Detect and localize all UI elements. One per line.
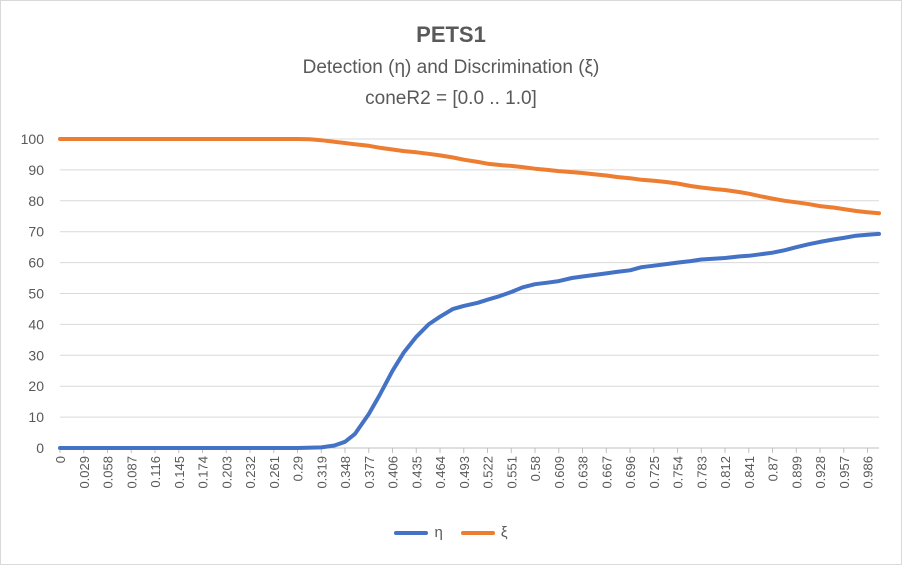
x-tick-label: 0 — [53, 456, 68, 463]
x-tick-label: 0.928 — [813, 456, 828, 489]
y-tick-label: 20 — [28, 378, 44, 394]
x-tick-label: 0.899 — [789, 456, 804, 489]
y-tick-label: 70 — [28, 224, 44, 240]
x-tick-label: 0.58 — [528, 456, 543, 481]
x-tick-label: 0.145 — [172, 456, 187, 489]
x-tick-label: 0.203 — [219, 456, 234, 489]
plot-area: 0 10 20 30 40 50 60 70 80 90 100 0 0.029 0.058 0.087 0… — [21, 131, 881, 489]
series-line-xi — [58, 137, 881, 216]
x-tick-label: 0.377 — [362, 456, 377, 489]
x-tick-label: 0.667 — [599, 456, 614, 489]
x-tick-label: 0.29 — [291, 456, 306, 481]
x-tick-label: 0.029 — [77, 456, 92, 489]
x-tick-label: 0.319 — [314, 456, 329, 489]
x-tick-label: 0.638 — [576, 456, 591, 489]
x-tick-label: 0.986 — [861, 456, 876, 489]
x-tick-label: 0.522 — [481, 456, 496, 489]
legend-label-eta: η — [434, 524, 443, 541]
legend: η ξ — [0, 524, 902, 541]
y-tick-label: 10 — [28, 409, 44, 425]
legend-swatch-xi — [460, 530, 495, 535]
chart-subtitle: Detection (η) and Discrimination (ξ) — [302, 57, 600, 78]
x-tick-label: 0.435 — [409, 456, 424, 489]
x-tick-label: 0.812 — [718, 456, 733, 489]
legend-label-xi: ξ — [500, 524, 508, 541]
x-tick-label: 0.725 — [647, 456, 662, 489]
x-tick-label: 0.609 — [552, 456, 567, 489]
x-tick-label: 0.87 — [766, 456, 781, 481]
x-tick-label: 0.174 — [196, 456, 211, 489]
x-tick-label: 0.783 — [694, 456, 709, 489]
x-tick-label: 0.406 — [386, 456, 401, 489]
x-tick-label: 0.754 — [671, 456, 686, 489]
legend-item-eta: η — [394, 524, 443, 541]
y-tick-label: 60 — [28, 255, 44, 271]
x-tick-label: 0.087 — [124, 456, 139, 489]
y-tick-label: 90 — [28, 162, 44, 178]
x-tick-label: 0.058 — [101, 456, 116, 489]
x-tick-label: 0.957 — [837, 456, 852, 489]
x-tick-label: 0.841 — [742, 456, 757, 489]
x-tick-label: 0.116 — [148, 456, 163, 488]
series-line-eta — [58, 231, 881, 450]
y-tick-label: 80 — [28, 193, 44, 209]
x-tick-label: 0.348 — [338, 456, 353, 489]
y-tick-label: 50 — [28, 286, 44, 302]
chart-subtitle-range: coneR2 = [0.0 .. 1.0] — [365, 88, 537, 109]
x-tick-label: 0.232 — [243, 456, 258, 489]
x-tick-label: 0.696 — [623, 456, 638, 489]
y-tick-label: 100 — [21, 131, 45, 147]
x-tick-label: 0.493 — [457, 456, 472, 489]
y-tick-label: 40 — [28, 316, 44, 332]
legend-swatch-eta — [394, 530, 429, 535]
x-tick-label: 0.551 — [504, 456, 519, 489]
chart-title: PETS1 — [416, 22, 486, 47]
y-tick-label: 0 — [36, 440, 44, 456]
legend-item-xi: ξ — [460, 524, 508, 541]
x-tick-label: 0.464 — [433, 456, 448, 489]
x-tick-label: 0.261 — [267, 456, 282, 489]
y-tick-label: 30 — [28, 347, 44, 363]
